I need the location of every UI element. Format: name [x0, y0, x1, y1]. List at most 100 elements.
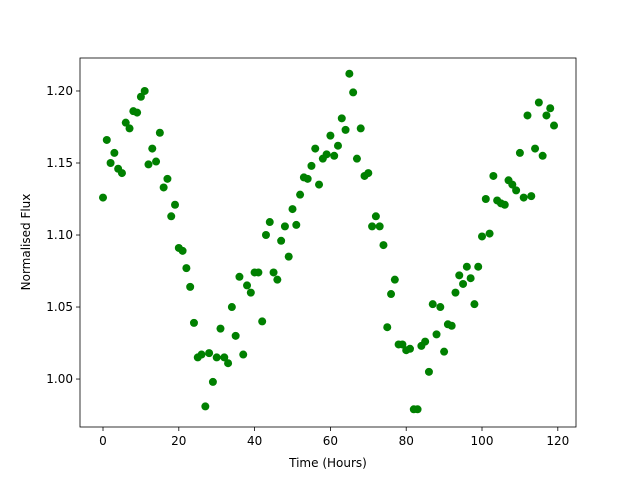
data-point: [387, 290, 396, 299]
data-point: [519, 193, 528, 202]
data-point: [534, 98, 543, 107]
data-point: [405, 344, 414, 353]
data-point: [531, 144, 540, 153]
data-point: [550, 121, 559, 130]
x-tick-label: 80: [399, 434, 414, 448]
data-point: [243, 281, 252, 290]
data-point: [478, 232, 487, 241]
data-point: [292, 220, 301, 229]
data-point: [436, 303, 445, 312]
data-point: [421, 337, 430, 346]
data-point: [284, 252, 293, 261]
data-point: [466, 274, 475, 283]
data-point: [220, 353, 229, 362]
data-point: [269, 268, 278, 277]
data-point: [261, 231, 270, 240]
data-point: [341, 125, 350, 134]
y-axis-label: Normalised Flux: [19, 194, 33, 291]
data-point: [428, 300, 437, 309]
data-point: [315, 180, 324, 189]
y-tick-label: 1.05: [46, 300, 73, 314]
data-point: [258, 317, 267, 326]
x-tick-label: 60: [323, 434, 338, 448]
data-point: [432, 330, 441, 339]
data-point: [121, 118, 130, 127]
x-tick-label: 100: [471, 434, 494, 448]
data-point: [322, 150, 331, 159]
data-point: [333, 141, 342, 150]
data-point: [474, 262, 483, 271]
data-point: [216, 324, 225, 333]
x-tick-label: 120: [546, 434, 569, 448]
plot-frame: [79, 57, 577, 428]
data-point: [440, 347, 449, 356]
data-point: [508, 180, 517, 189]
data-point: [140, 86, 149, 95]
data-point: [197, 350, 206, 359]
data-point: [311, 144, 320, 153]
data-point: [398, 340, 407, 349]
data-point: [383, 323, 392, 332]
data-point: [379, 241, 388, 250]
data-point: [424, 367, 433, 376]
data-point: [462, 262, 471, 271]
data-point: [296, 190, 305, 199]
data-point: [390, 275, 399, 284]
x-tick-label: 40: [247, 434, 262, 448]
data-point: [349, 88, 358, 97]
data-point: [231, 331, 240, 340]
data-point: [208, 377, 217, 386]
x-tick-label: 20: [171, 434, 186, 448]
data-point: [246, 288, 255, 297]
y-tick-label: 1.15: [46, 156, 73, 170]
data-point: [413, 405, 422, 414]
data-point: [277, 236, 286, 245]
data-point: [542, 111, 551, 120]
data-point: [527, 192, 536, 201]
data-point: [337, 114, 346, 123]
data-point: [303, 174, 312, 183]
data-point: [110, 148, 119, 157]
data-point: [171, 200, 180, 209]
x-tick-label: 0: [99, 434, 107, 448]
data-point: [515, 148, 524, 157]
data-point: [205, 349, 214, 358]
data-point: [144, 160, 153, 169]
y-tick-label: 1.20: [46, 84, 73, 98]
data-point: [163, 174, 172, 183]
data-point: [280, 222, 289, 231]
data-point: [186, 282, 195, 291]
data-point: [136, 92, 145, 101]
data-point: [371, 212, 380, 221]
data-point: [459, 279, 468, 288]
data-point: [523, 111, 532, 120]
data-point: [368, 222, 377, 231]
data-point: [155, 128, 164, 137]
data-point: [227, 303, 236, 312]
y-tick-label: 1.10: [46, 228, 73, 242]
data-point: [538, 151, 547, 160]
data-point: [239, 350, 248, 359]
data-point: [254, 268, 263, 277]
data-point: [356, 124, 365, 133]
data-point: [212, 353, 221, 362]
data-point: [102, 135, 111, 144]
x-axis-label: Time (Hours): [288, 456, 367, 470]
data-point: [326, 131, 335, 140]
data-point: [546, 104, 555, 113]
data-point: [201, 402, 210, 411]
data-point: [152, 157, 161, 166]
data-point: [288, 205, 297, 214]
data-point: [352, 154, 361, 163]
data-point: [148, 144, 157, 153]
data-point: [182, 264, 191, 273]
data-point: [178, 246, 187, 255]
data-point: [273, 275, 282, 284]
data-point: [500, 200, 509, 209]
data-point: [364, 169, 373, 178]
data-point: [106, 158, 115, 167]
data-point: [189, 318, 198, 327]
data-point: [330, 151, 339, 160]
